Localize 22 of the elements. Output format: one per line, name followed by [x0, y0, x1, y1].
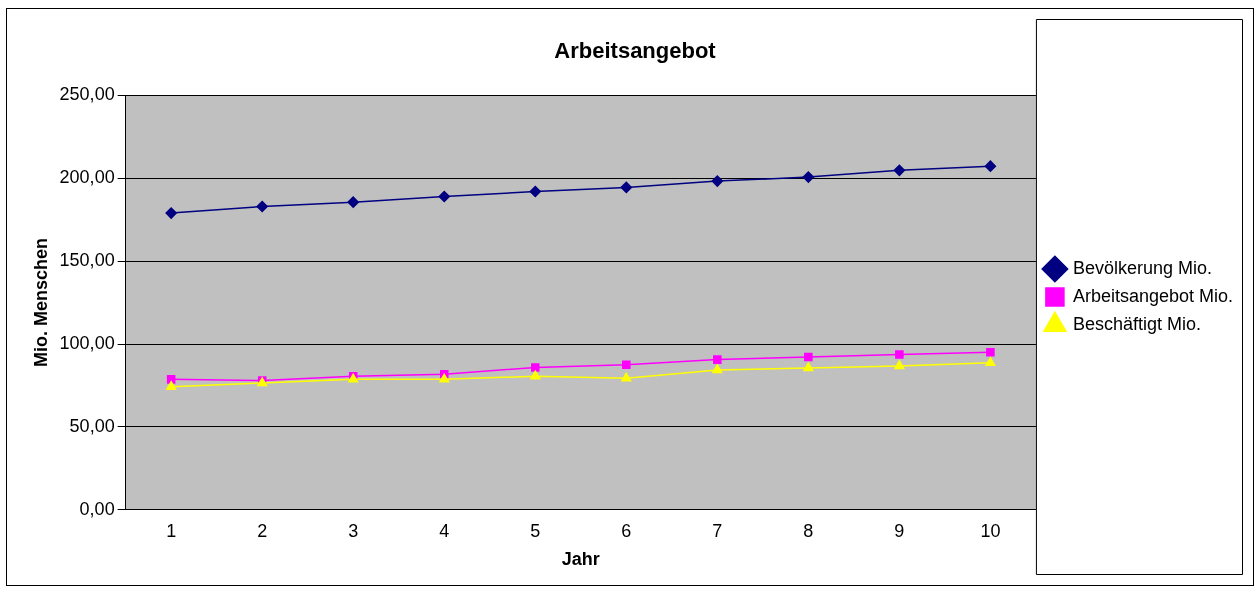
- y-tick-label: 200,00: [59, 167, 115, 188]
- x-tick-label: 7: [712, 520, 723, 541]
- x-tick-label: 3: [348, 520, 359, 541]
- x-tick-label: 1: [166, 520, 177, 541]
- legend-label: Arbeitsangebot Mio.: [1072, 285, 1233, 306]
- y-tick-label: 250,00: [59, 84, 115, 105]
- x-tick-label: 5: [530, 520, 541, 541]
- x-tick-label: 9: [894, 520, 905, 541]
- x-axis-title: Jahr: [561, 549, 600, 570]
- x-tick-label: 2: [257, 520, 268, 541]
- y-tick-label: 150,00: [59, 250, 115, 271]
- y-tick-label: 0,00: [79, 498, 115, 519]
- x-tick-label: 10: [980, 520, 1001, 541]
- x-tick-label: 4: [439, 520, 450, 541]
- legend-label: Bevölkerung Mio.: [1072, 257, 1212, 278]
- x-tick-label: 6: [621, 520, 632, 541]
- y-tick-label: 50,00: [69, 415, 115, 436]
- x-tick-label: 8: [803, 520, 814, 541]
- y-axis-title: Mio. Menschen: [30, 238, 51, 368]
- chart-title: Arbeitsangebot: [554, 38, 717, 64]
- legend-label: Beschäftigt Mio.: [1072, 313, 1201, 334]
- y-tick-label: 100,00: [59, 333, 115, 354]
